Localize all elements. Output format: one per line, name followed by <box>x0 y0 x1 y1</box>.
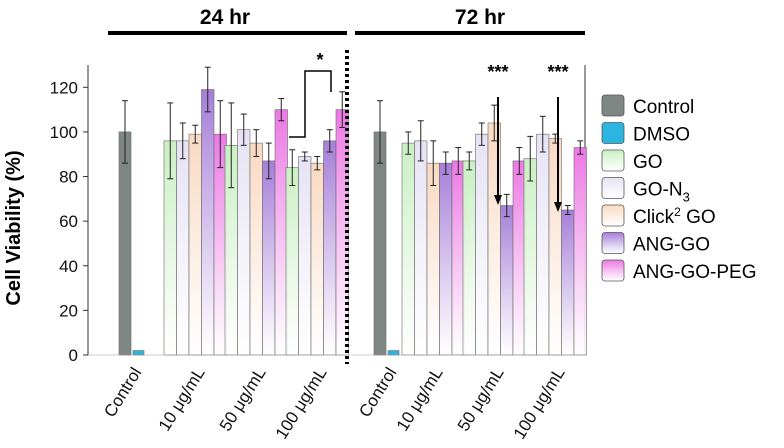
bar-24-hr-100-g-ml-go-n3 <box>298 156 312 356</box>
bar-72-hr-50-g-ml-ang-go-peg <box>512 160 526 356</box>
x-tick-label-72-hr-100-g-ml: 100 μg/mL <box>510 364 569 442</box>
bar-24-hr-100-g-ml-ang-go <box>323 140 337 356</box>
y-tick-label: 100 <box>50 123 78 142</box>
legend-swatch-go-n3 <box>601 177 625 199</box>
y-tick-label: 40 <box>59 257 78 276</box>
bar-72-hr-100-g-ml-go-n3 <box>536 133 550 356</box>
legend-label-ang-go: ANG-GO <box>633 235 710 256</box>
bar-72-hr-50-g-ml-go <box>462 160 476 356</box>
y-tick-label: 120 <box>50 78 78 97</box>
bar-72-hr-10-g-ml-ang-go <box>439 162 453 356</box>
bar-72-hr-100-g-ml-ang-go-peg <box>573 147 587 356</box>
bar-24-hr-100-g-ml-go <box>285 167 299 356</box>
bar-72-hr-100-g-ml-ang-go <box>561 209 575 356</box>
bar-24-hr-control-control <box>118 131 132 356</box>
bar-72-hr-50-g-ml-go-n3 <box>475 133 489 356</box>
significance-stars-72hr: *** <box>547 62 568 82</box>
bar-24-hr-100-g-ml-click2-go <box>310 162 324 356</box>
x-tick-label-24-hr-10-g-ml: 10 μg/mL <box>155 364 209 434</box>
significance-star-24hr: * <box>316 50 323 70</box>
bar-24-hr-10-g-ml-ang-go <box>201 89 215 356</box>
legend-swatch-dmso <box>601 122 625 144</box>
legend-swatch-ang-go <box>601 232 625 254</box>
legend-label-go: GO <box>633 152 663 173</box>
x-tick-label-24-hr-50-g-ml: 50 μg/mL <box>216 364 270 434</box>
bar-72-hr-10-g-ml-go-n3 <box>414 140 428 356</box>
significance-bracket <box>289 70 332 138</box>
panel-title-72-hr: 72 hr <box>455 6 505 29</box>
bar-72-hr-100-g-ml-go <box>523 158 537 356</box>
bar-72-hr-control-control <box>373 131 387 356</box>
y-tick-label: 60 <box>59 212 78 231</box>
panel-title-24-hr: 24 hr <box>200 6 250 29</box>
y-tick-label: 20 <box>59 301 78 320</box>
bar-72-hr-10-g-ml-click2-go <box>426 162 440 356</box>
legend-swatch-click2-go <box>601 204 625 227</box>
legend-label-ang-go-peg: ANG-GO-PEG <box>633 262 757 283</box>
x-tick-label-72-hr-50-g-ml: 50 μg/mL <box>454 364 508 434</box>
legend-label-dmso: DMSO <box>633 125 690 146</box>
y-tick-label: 0 <box>69 346 78 365</box>
legend-label-click2-go: Click2 GO <box>633 205 716 228</box>
bar-72-hr-control-dmso <box>387 350 400 356</box>
x-tick-label-24-hr-100-g-ml: 100 μg/mL <box>272 364 331 442</box>
y-tick-label: 80 <box>59 168 78 187</box>
legend-label-control: Control <box>633 97 694 118</box>
bar-24-hr-50-g-ml-ang-go-peg <box>274 109 288 356</box>
bar-24-hr-10-g-ml-click2-go <box>188 133 202 356</box>
legend-swatch-control <box>601 94 625 117</box>
arrow-head <box>554 202 562 212</box>
y-axis-label: Cell Viability (%) <box>3 150 25 305</box>
x-tick-label-24-hr-control: Control <box>100 364 145 421</box>
bar-72-hr-10-g-ml-go <box>401 142 415 356</box>
bar-72-hr-100-g-ml-click2-go <box>548 138 562 356</box>
bar-24-hr-50-g-ml-click2-go <box>249 142 263 356</box>
x-tick-label-72-hr-10-g-ml: 10 μg/mL <box>393 364 447 434</box>
legend-swatch-ang-go-peg <box>601 259 625 282</box>
legend-label-go-n3: GO-N3 <box>633 180 690 205</box>
legend-swatch-go <box>601 149 625 172</box>
bar-24-hr-control-dmso <box>132 350 145 356</box>
bar-24-hr-50-g-ml-ang-go <box>262 160 276 356</box>
arrow-head <box>494 195 502 205</box>
bar-72-hr-10-g-ml-ang-go-peg <box>451 160 465 356</box>
x-tick-label-72-hr-control: Control <box>355 364 400 421</box>
bar-72-hr-50-g-ml-ang-go <box>500 205 514 356</box>
significance-stars-72hr: *** <box>487 62 508 82</box>
bar-24-hr-10-g-ml-go-n3 <box>176 140 190 356</box>
bar-24-hr-50-g-ml-go-n3 <box>237 129 251 356</box>
